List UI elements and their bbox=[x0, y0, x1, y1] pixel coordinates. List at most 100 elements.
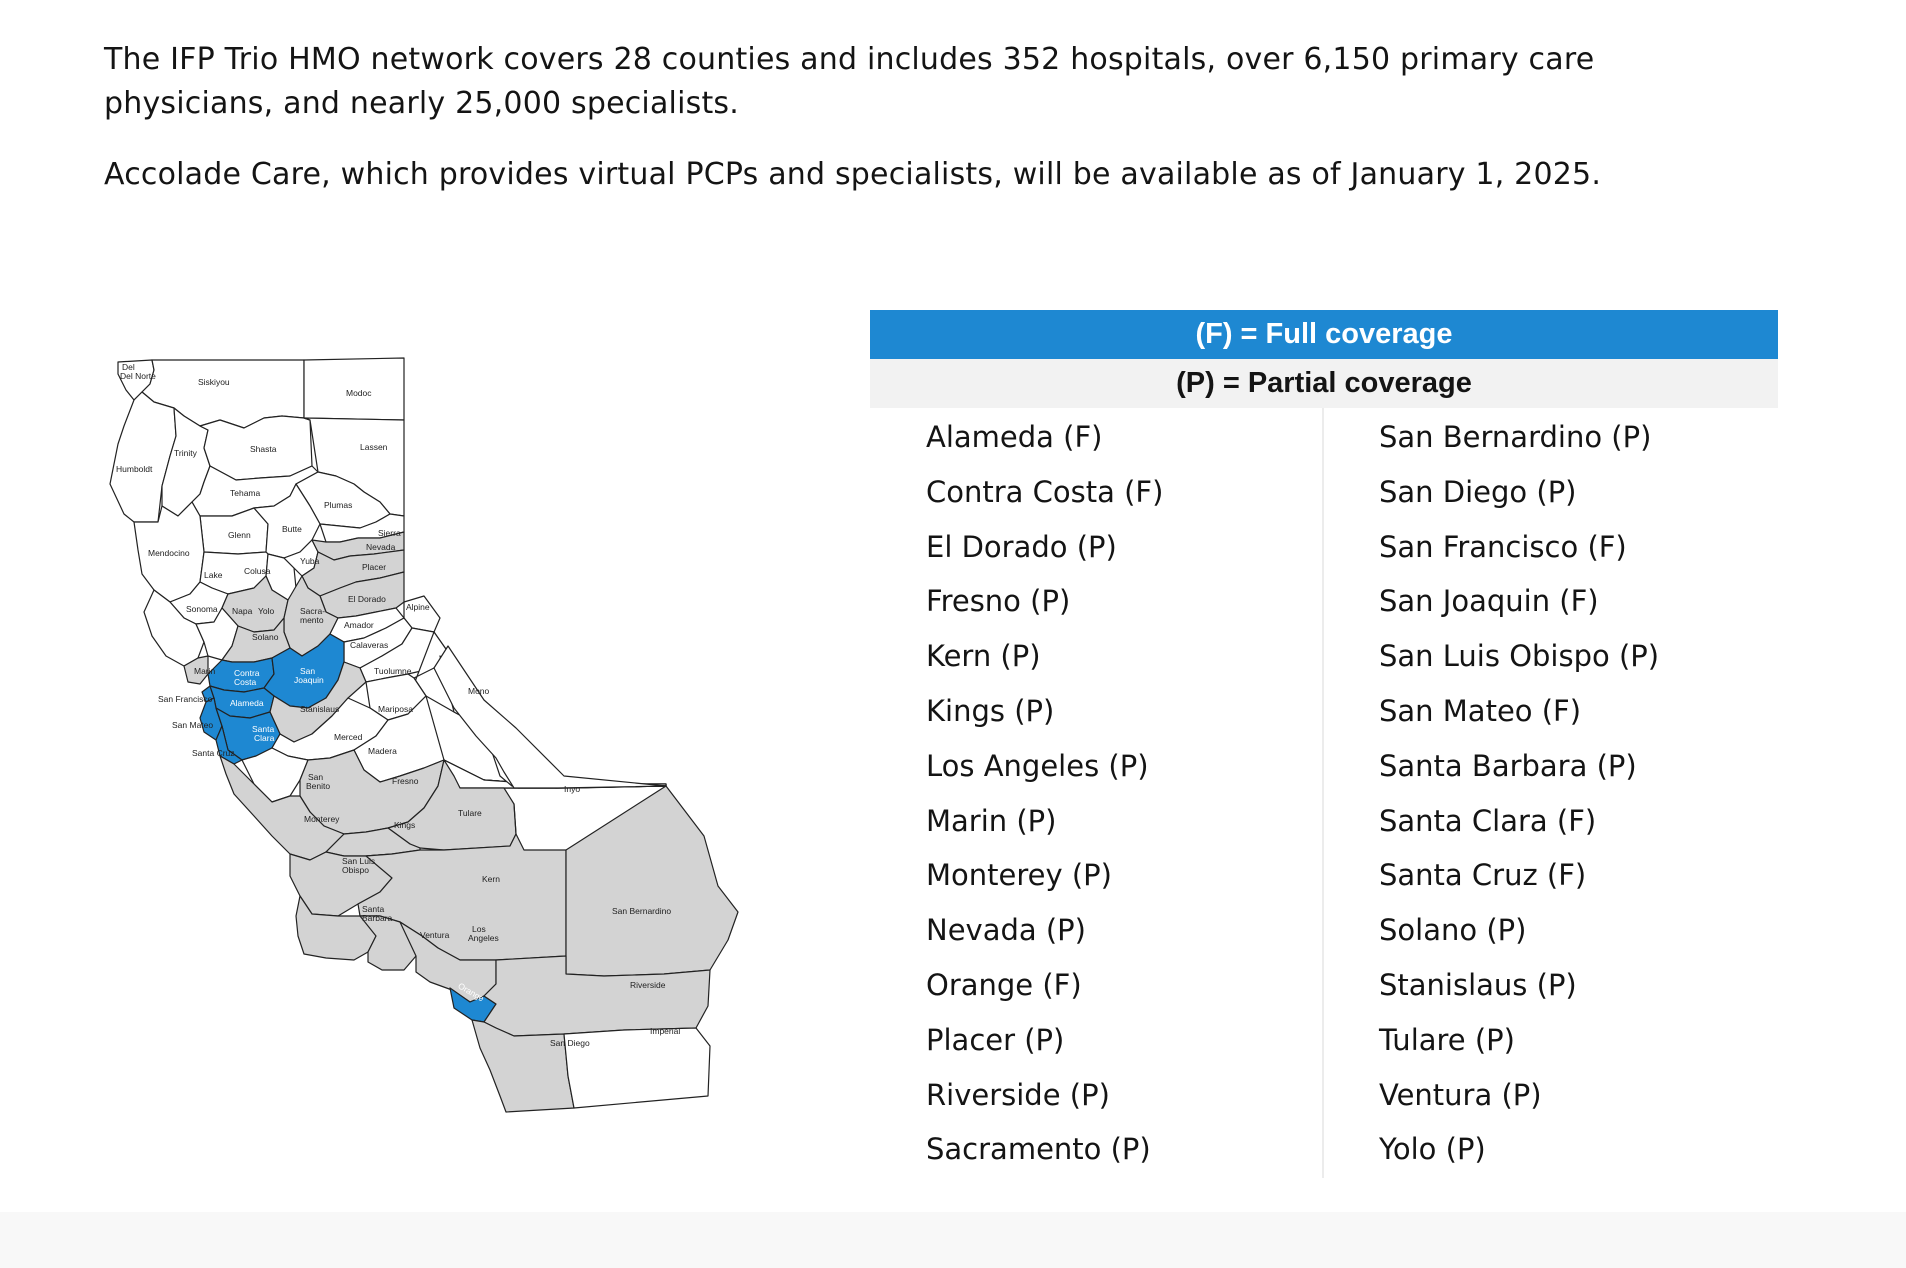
county-item: Marin (P) bbox=[926, 803, 1057, 838]
svg-text:Del: Del bbox=[122, 362, 135, 372]
county-item: Santa Clara (F) bbox=[1379, 803, 1597, 838]
svg-text:San Francisco: San Francisco bbox=[158, 694, 213, 704]
county-san-bernardino bbox=[565, 785, 739, 977]
svg-text:Riverside: Riverside bbox=[630, 980, 666, 990]
svg-text:Trinity: Trinity bbox=[174, 448, 198, 458]
svg-text:Monterey: Monterey bbox=[304, 814, 340, 824]
svg-text:Los: Los bbox=[472, 924, 486, 934]
svg-text:Butte: Butte bbox=[282, 524, 302, 534]
county-item: Ventura (P) bbox=[1379, 1077, 1542, 1112]
svg-text:Shasta: Shasta bbox=[250, 444, 277, 454]
svg-text:Mariposa: Mariposa bbox=[378, 704, 413, 714]
svg-text:San Bernardino: San Bernardino bbox=[612, 906, 671, 916]
svg-text:Santa: Santa bbox=[252, 724, 274, 734]
intro-text: The IFP Trio HMO network covers 28 count… bbox=[104, 38, 1764, 197]
svg-text:Joaquin: Joaquin bbox=[294, 675, 324, 685]
legend-partial-coverage: (P) = Partial coverage bbox=[870, 359, 1778, 408]
svg-text:Tuolumne: Tuolumne bbox=[374, 666, 412, 676]
county-item: Tulare (P) bbox=[1379, 1022, 1515, 1057]
county-item: Nevada (P) bbox=[926, 913, 1086, 948]
svg-text:mento: mento bbox=[300, 615, 324, 625]
coverage-legend-table: (F) = Full coverage (P) = Partial covera… bbox=[870, 310, 1778, 1178]
county-tulare bbox=[387, 759, 517, 851]
county-item: Los Angeles (P) bbox=[926, 748, 1149, 783]
svg-text:Sierra: Sierra bbox=[378, 528, 401, 538]
svg-text:El Dorado: El Dorado bbox=[348, 594, 386, 604]
county-list-left: Alameda (F) Contra Costa (F) El Dorado (… bbox=[870, 408, 1324, 1178]
accolade-note: Accolade Care, which provides virtual PC… bbox=[104, 157, 1602, 192]
county-item: Orange (F) bbox=[926, 967, 1082, 1002]
svg-text:Siskiyou: Siskiyou bbox=[198, 377, 230, 387]
svg-text:Merced: Merced bbox=[334, 732, 363, 742]
svg-text:Alpine: Alpine bbox=[406, 602, 430, 612]
svg-text:Del Norte: Del Norte bbox=[120, 371, 156, 381]
svg-text:San Diego: San Diego bbox=[550, 1038, 590, 1048]
svg-text:San Mateo: San Mateo bbox=[172, 720, 213, 730]
california-county-map: Del Del Norte Siskiyou Modoc Humboldt Tr… bbox=[104, 356, 806, 1170]
county-item: Santa Barbara (P) bbox=[1379, 748, 1637, 783]
county-item: Alameda (F) bbox=[926, 420, 1103, 454]
svg-text:Lassen: Lassen bbox=[360, 442, 388, 452]
svg-text:Madera: Madera bbox=[368, 746, 397, 756]
svg-text:Mendocino: Mendocino bbox=[148, 548, 190, 558]
svg-text:Costa: Costa bbox=[234, 677, 256, 687]
county-item: Sacramento (P) bbox=[926, 1132, 1151, 1167]
legend-full-coverage: (F) = Full coverage bbox=[870, 310, 1778, 359]
county-item: Placer (P) bbox=[926, 1022, 1065, 1057]
county-inyo-final bbox=[433, 645, 667, 789]
county-item: Riverside (P) bbox=[926, 1077, 1110, 1112]
svg-text:Colusa: Colusa bbox=[244, 566, 271, 576]
svg-text:Yuba: Yuba bbox=[300, 556, 320, 566]
svg-text:Santa Cruz: Santa Cruz bbox=[192, 748, 235, 758]
county-item: El Dorado (P) bbox=[926, 529, 1117, 564]
county-item: Contra Costa (F) bbox=[926, 474, 1164, 509]
county-item: Solano (P) bbox=[1379, 913, 1527, 948]
svg-text:Inyo: Inyo bbox=[564, 784, 580, 794]
svg-text:San: San bbox=[300, 666, 315, 676]
county-humboldt bbox=[109, 391, 177, 523]
svg-text:Napa: Napa bbox=[232, 606, 253, 616]
svg-text:Nevada: Nevada bbox=[366, 542, 396, 552]
county-item: San Francisco (F) bbox=[1379, 529, 1627, 564]
county-columns: Alameda (F) Contra Costa (F) El Dorado (… bbox=[870, 408, 1778, 1178]
county-item: Stanislaus (P) bbox=[1379, 967, 1577, 1002]
svg-text:Calaveras: Calaveras bbox=[350, 640, 388, 650]
network-summary: The IFP Trio HMO network covers 28 count… bbox=[104, 42, 1595, 121]
county-imperial bbox=[563, 1027, 711, 1109]
county-item: Yolo (P) bbox=[1379, 1132, 1486, 1167]
svg-text:San: San bbox=[308, 772, 323, 782]
county-item: Kern (P) bbox=[926, 639, 1041, 674]
county-item: San Bernardino (P) bbox=[1379, 420, 1652, 454]
svg-text:Benito: Benito bbox=[306, 781, 330, 791]
svg-text:Lake: Lake bbox=[204, 570, 223, 580]
county-item: Monterey (P) bbox=[926, 858, 1112, 893]
svg-text:Barbara: Barbara bbox=[362, 913, 393, 923]
svg-text:Marin: Marin bbox=[194, 666, 216, 676]
county-list-right: San Bernardino (P) San Diego (P) San Fra… bbox=[1324, 408, 1778, 1178]
svg-text:Mono: Mono bbox=[468, 686, 490, 696]
svg-text:Plumas: Plumas bbox=[324, 500, 352, 510]
county-item: San Diego (P) bbox=[1379, 474, 1577, 509]
svg-text:Ventura: Ventura bbox=[420, 930, 450, 940]
svg-text:Angeles: Angeles bbox=[468, 933, 499, 943]
svg-text:Obispo: Obispo bbox=[342, 865, 369, 875]
county-item: San Joaquin (F) bbox=[1379, 584, 1599, 619]
svg-text:Kern: Kern bbox=[482, 874, 500, 884]
county-item: San Mateo (F) bbox=[1379, 693, 1582, 728]
svg-text:Santa: Santa bbox=[362, 904, 384, 914]
page-footer-band bbox=[0, 1212, 1906, 1268]
svg-text:Glenn: Glenn bbox=[228, 530, 251, 540]
svg-text:Sacra-: Sacra- bbox=[300, 606, 325, 616]
svg-text:Stanislaus: Stanislaus bbox=[300, 704, 339, 714]
svg-text:Humboldt: Humboldt bbox=[116, 464, 153, 474]
county-item: Kings (P) bbox=[926, 693, 1055, 728]
county-item: San Luis Obispo (P) bbox=[1379, 639, 1660, 674]
svg-text:Clara: Clara bbox=[254, 733, 275, 743]
svg-text:Alameda: Alameda bbox=[230, 698, 264, 708]
svg-text:Yolo: Yolo bbox=[258, 606, 275, 616]
svg-text:Placer: Placer bbox=[362, 562, 386, 572]
svg-text:Solano: Solano bbox=[252, 632, 279, 642]
svg-text:Modoc: Modoc bbox=[346, 388, 372, 398]
svg-text:Sonoma: Sonoma bbox=[186, 604, 218, 614]
county-item: Santa Cruz (F) bbox=[1379, 858, 1587, 893]
